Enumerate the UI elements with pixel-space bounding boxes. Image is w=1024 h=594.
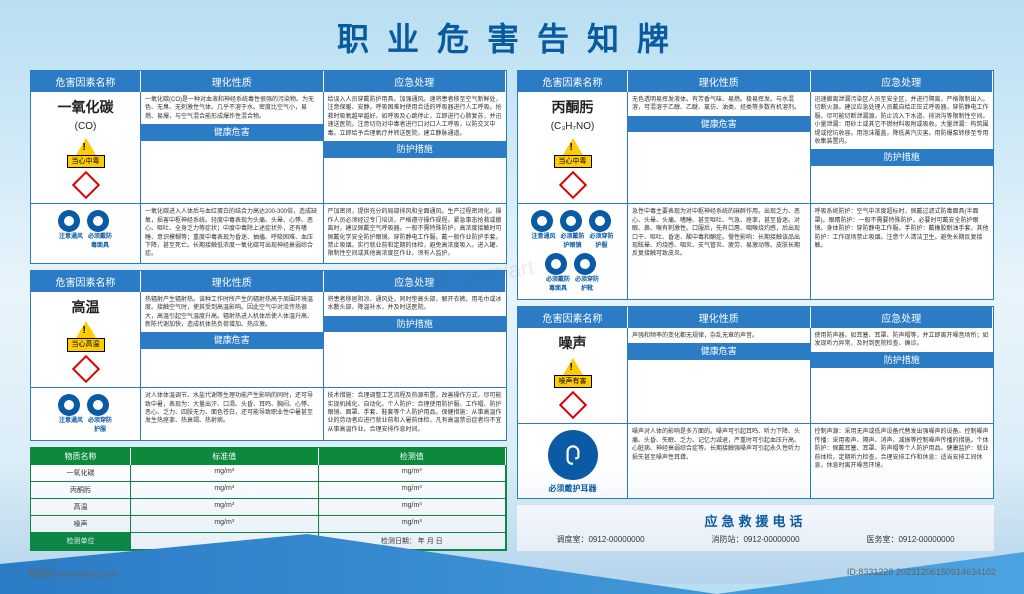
icon-label: 必须穿防护服 [589,233,615,250]
icon-label: 必须戴防毒面具 [87,233,113,250]
name-cell: 噪声 噪声有害 [518,328,628,424]
icon-label: 必须戴防护眼镜 [560,233,586,250]
hdr-emergency: 应急处理 [324,271,507,292]
warning-triangle-icon [563,138,583,155]
emergency-text: 给误入人员穿戴防护用具。加强通风。速将患者移至空气新鲜处，注意保暖、安静。呼吸困… [324,92,507,204]
hdr-health: 健康危害 [628,116,810,133]
physical-text: 无色透明易挥发液体。有芳香气味、易燃。极易挥发。与水混溶，可混溶于乙醇、乙醚、氯… [628,92,811,204]
health-text: 急性中毒主要表现为对中枢神经系统的麻醉作用。出现乏力、恶心、头晕、头痛、嗜睡、甚… [628,204,811,299]
name-cell: 丙酮肟 (C₃H₇NO) 当心中毒 [518,92,628,204]
warning-label: 噪声有害 [554,375,592,389]
ghs-diamond-icon [71,171,99,199]
footer-right: ID:8331228 20231206150914634102 [847,567,996,580]
mandatory-icon [58,394,80,416]
warning-label: 当心高温 [67,338,105,352]
physical-text: 声强和频率的变化都无规律，杂乱无章的声音。 健康危害 [628,328,811,424]
warning-triangle-icon [76,138,96,155]
table-header: 物质名称 [31,448,131,465]
warning-label: 当心中毒 [67,155,105,169]
name-cell: 一氧化碳 (CO) 当心中毒 [31,92,141,204]
name-cell: 高温 当心高温 [31,292,141,388]
page-footer: 昵图网 www.nipic.com ID:8331228 20231206150… [0,567,1024,580]
hdr-protection: 防护措施 [811,352,994,369]
hdr-name: 危害因素名称 [518,71,628,92]
warning-label: 当心中毒 [554,155,592,169]
mandatory-icon [560,210,582,232]
hazard-name-cn: 丙酮肟 [552,98,594,118]
warning-triangle-icon [563,358,583,375]
mandatory-icon [531,210,553,232]
ghs-diamond-icon [71,355,99,383]
emergency-text: 迅速撤离泄漏污染区人员至安全区，并进行隔离，严格限制出入。切断火源。建议应急处理… [811,92,994,204]
hdr-name: 危害因素名称 [518,307,628,328]
hdr-physical: 理化性质 [141,271,324,292]
icons-cell: 注意通风必须穿防护服 [31,388,141,440]
mandatory-icon [87,394,109,416]
warning-triangle-icon [76,321,96,338]
emergency-text: 使用防声器，如耳塞、耳罩、防声帽等，并立即离开噪音场所；如发现听力异常，及时到医… [811,328,994,424]
icons-cell: 注意通风必须戴防护眼镜必须穿防护服必须戴防毒面具必须穿防护靴 [518,204,628,299]
hazard-card-2: 危害因素名称 理化性质 应急处理 高温 当心高温 热辐射产生辐射热。该种工作时所… [30,270,507,441]
hazard-name-cn: 一氧化碳 [58,98,114,118]
hdr-name: 危害因素名称 [31,271,141,292]
hazard-card-0: 危害因素名称 理化性质 应急处理 一氧化碳 (CO) 当心中毒 一氧化碳(CO)… [30,70,507,264]
footer-left: 昵图网 www.nipic.com [28,567,117,580]
hdr-protection: 防护措施 [324,141,507,158]
icon-label: 注意通风 [531,233,557,241]
table-header: 检测值 [319,448,507,465]
hdr-protection: 防护措施 [324,316,507,333]
icons-cell: 注意通风必须戴防毒面具 [31,204,141,262]
hdr-physical: 理化性质 [628,307,811,328]
ghs-diamond-icon [558,391,586,419]
mandatory-icon [545,253,567,275]
hazard-name-cn: 高温 [72,298,100,318]
hdr-name: 危害因素名称 [31,71,141,92]
hdr-emergency: 应急处理 [811,71,994,92]
emergency-text: 将患者移居阴凉、通风处，同时垫高头部，解开衣裤。用毛巾或冰水敷头部、降温补水，并… [324,292,507,388]
icon-label: 必须穿防护靴 [574,276,600,293]
physical-text: 热辐射产生辐射热。该种工作时所产生的辐射热高于周围环境温度。接触空气时，使其受到… [141,292,324,388]
hazard-card-1: 危害因素名称 理化性质 应急处理 丙酮肟 (C₃H₇NO) 当心中毒 无色透明易… [517,70,994,300]
hdr-emergency: 应急处理 [811,307,994,328]
page-title: 职业危害告知牌 [0,0,1024,70]
icon-label: 注意通风 [58,417,84,425]
hdr-physical: 理化性质 [628,71,811,92]
hdr-health: 健康危害 [628,343,810,360]
hdr-emergency: 应急处理 [324,71,507,92]
protection-text: 严加密闭，提供充分的局部排风和全面通风。生产过程密闭化。操作人员必须经过专门培训… [324,204,507,262]
protection-text: 技术措施：合理调整工艺流程及热源布置，改善操作方式，尽可能实现机械化、自动化。个… [324,388,507,440]
mandatory-icon [87,210,109,232]
protection-text: 呼吸系统防护：空气中浓度超标时，佩戴过滤式防毒面具(半面罩)。眼睛防护：一般不需… [811,204,994,299]
icon-label: 必须穿防护服 [87,417,113,434]
mandatory-icon [58,210,80,232]
hazard-name-en: (CO) [75,120,97,134]
mandatory-icon [574,253,596,275]
health-text: 对人体体温调节、水盐代谢等生理功能产生影响的同时，还可导致中暑，表现为：大量出汗… [141,388,324,440]
icon-label: 必须戴防毒面具 [545,276,571,293]
icon-label: 注意通风 [58,233,84,241]
hdr-protection: 防护措施 [811,149,994,166]
mandatory-icon [589,210,611,232]
health-text: 一氧化碳进入人体后与血红蛋白的结合力高达200-300倍，造成缺氧，损害中枢神经… [141,204,324,262]
hazard-name-en: (C₃H₇NO) [551,120,595,134]
hdr-physical: 理化性质 [141,71,324,92]
hazard-name-cn: 噪声 [559,334,587,354]
table-header: 标准值 [131,448,319,465]
physical-text: 一氧化碳(CO)是一种对血液和神经系统毒性很强的污染物。为无色、无臭、无刺激性气… [141,92,324,204]
hdr-health: 健康危害 [141,124,323,141]
hdr-health: 健康危害 [141,332,323,349]
ghs-diamond-icon [558,171,586,199]
